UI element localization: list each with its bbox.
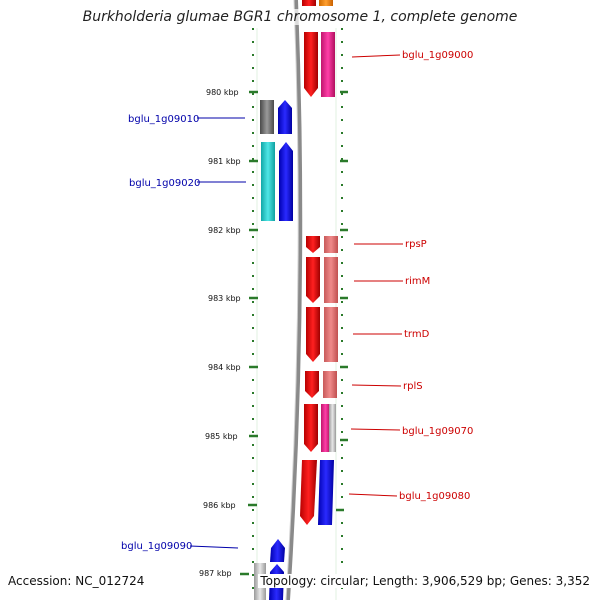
- scale-tick-label: 980 kbp: [206, 88, 239, 97]
- gene-feature[interactable]: [304, 404, 318, 452]
- gene-label[interactable]: bglu_1g09090: [121, 541, 192, 552]
- scale-tick-label: 982 kbp: [208, 226, 241, 235]
- gene-feature[interactable]: [260, 100, 274, 134]
- gene-feature[interactable]: [306, 236, 320, 253]
- gene-feature[interactable]: [304, 32, 318, 97]
- chromosome-backbone-highlight: [285, 0, 299, 600]
- label-leaders: [189, 54, 403, 549]
- gene-label[interactable]: bglu_1g09000: [402, 50, 473, 61]
- scale-tick: 985 kbp: [205, 432, 258, 441]
- chromosome-backbone: [286, 0, 303, 600]
- scale-tick: 981 kbp: [208, 157, 258, 166]
- right-scale-ticks: [336, 90, 348, 512]
- gene-label[interactable]: bglu_1g09010: [128, 114, 199, 125]
- gene-feature[interactable]: [306, 307, 320, 362]
- map-title-overlay: Burkholderia glumae BGR1 chromosome 1, c…: [0, 9, 600, 25]
- gene-feature[interactable]: [321, 404, 330, 452]
- scale-tick: 984 kbp: [208, 363, 258, 372]
- gene-feature[interactable]: [324, 236, 338, 253]
- scale-tick: 986 kbp: [203, 501, 257, 510]
- gene-feature[interactable]: [300, 460, 317, 525]
- scale-tick-label: 983 kbp: [208, 294, 241, 303]
- gene-feature[interactable]: [323, 371, 337, 398]
- gene-label[interactable]: rplS: [403, 381, 423, 392]
- gene-feature[interactable]: [278, 100, 292, 134]
- gene-label[interactable]: bglu_1g09080: [399, 491, 470, 502]
- gene-feature[interactable]: [261, 142, 275, 221]
- gene-feature[interactable]: [306, 257, 320, 303]
- scale-tick-label: 986 kbp: [203, 501, 236, 510]
- scale-ticks: 980 kbp 981 kbp 982 kbp 983 kbp 984 kbp …: [199, 88, 258, 578]
- gene-label[interactable]: rpsP: [405, 239, 427, 250]
- scale-tick-label: 984 kbp: [208, 363, 241, 372]
- gene-feature[interactable]: [324, 257, 338, 303]
- scale-tick-label: 987 kbp: [199, 569, 232, 578]
- scale-tick-label: 985 kbp: [205, 432, 238, 441]
- gene-feature[interactable]: [318, 460, 334, 525]
- scale-tick: 982 kbp: [208, 226, 258, 235]
- gene-label[interactable]: bglu_1g09070: [402, 426, 473, 437]
- gene-label[interactable]: rimM: [405, 276, 430, 287]
- scale-tick: 983 kbp: [208, 294, 258, 303]
- scale-tick-label: 981 kbp: [208, 157, 241, 166]
- gene-feature[interactable]: [324, 307, 338, 362]
- gene-label[interactable]: bglu_1g09020: [129, 178, 200, 189]
- gene-feature[interactable]: [279, 142, 293, 221]
- gene-feature[interactable]: [270, 539, 285, 562]
- gene-feature[interactable]: [329, 404, 336, 452]
- accession-text: Accession: NC_012724: [8, 574, 145, 588]
- gene-feature[interactable]: [321, 32, 335, 97]
- genome-summary-text: Topology: circular; Length: 3,906,529 bp…: [258, 574, 590, 588]
- gene-feature[interactable]: [319, 0, 333, 6]
- scale-tick: 987 kbp: [199, 569, 249, 578]
- scale-tick: 980 kbp: [206, 88, 258, 97]
- gene-feature[interactable]: [302, 0, 316, 6]
- gene-feature[interactable]: [305, 371, 319, 398]
- gene-label[interactable]: trmD: [404, 329, 430, 340]
